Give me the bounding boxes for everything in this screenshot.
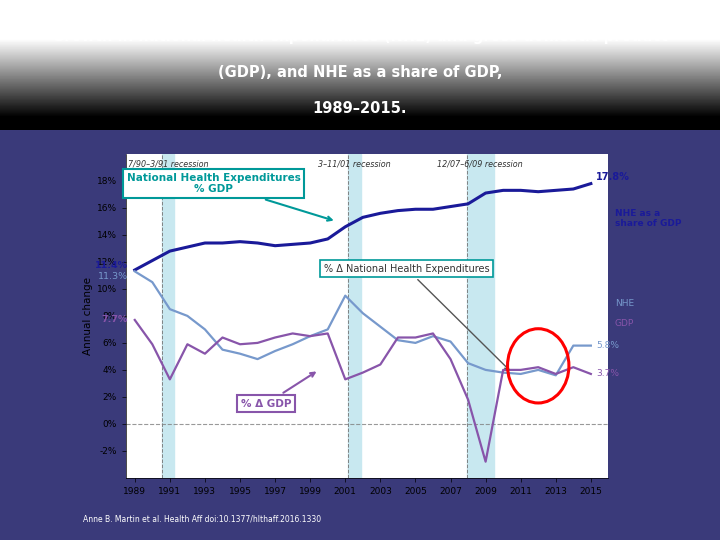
Text: 11.4%: 11.4%: [95, 261, 127, 271]
Bar: [348, 154, 361, 478]
Text: 15: 15: [688, 9, 704, 22]
Text: 11.3%: 11.3%: [98, 272, 127, 281]
Y-axis label: Annual change: Annual change: [83, 277, 93, 355]
Text: % Δ National Health Expenditures: % Δ National Health Expenditures: [324, 264, 509, 369]
Text: (GDP), and NHE as a share of GDP,: (GDP), and NHE as a share of GDP,: [217, 65, 503, 80]
Text: 17.8%: 17.8%: [596, 172, 630, 182]
Text: NHE as a
share of GDP: NHE as a share of GDP: [615, 209, 681, 228]
Text: % Δ GDP: % Δ GDP: [241, 373, 315, 409]
Bar: [467, 154, 495, 478]
Bar: [163, 154, 174, 478]
Text: 7.7%: 7.7%: [102, 315, 127, 325]
Text: 5.8%: 5.8%: [596, 341, 619, 350]
Text: Anne B. Martin et al. Health Aff doi:10.1377/hlthaff.2016.1330: Anne B. Martin et al. Health Aff doi:10.…: [83, 515, 321, 524]
Text: Growth in national health expenditures (NHE) and gross domestic product: Growth in national health expenditures (…: [52, 29, 668, 44]
Text: 12/07–6/09 recession: 12/07–6/09 recession: [438, 159, 523, 168]
Text: GDP: GDP: [615, 320, 634, 328]
Text: 7/90–3/91 recession: 7/90–3/91 recession: [127, 159, 208, 168]
Text: 3.7%: 3.7%: [596, 369, 619, 379]
Text: NHE: NHE: [615, 299, 634, 308]
Text: 1989–2015.: 1989–2015.: [312, 101, 408, 116]
Text: 3–11/01 recession: 3–11/01 recession: [318, 159, 390, 168]
Text: National Health Expenditures
% GDP: National Health Expenditures % GDP: [127, 173, 332, 221]
